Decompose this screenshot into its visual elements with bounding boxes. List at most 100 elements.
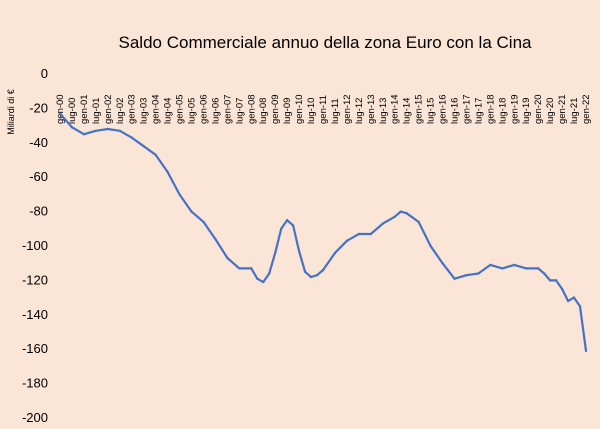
plot-area — [58, 112, 588, 353]
data-point — [465, 274, 468, 277]
y-tick-label: -40 — [29, 135, 48, 150]
data-point — [250, 267, 253, 270]
data-point — [441, 262, 444, 265]
x-tick-label: gen-03 — [127, 94, 138, 124]
data-point — [303, 270, 307, 273]
data-point — [405, 212, 408, 215]
x-tick-label: gen-06 — [198, 94, 209, 124]
data-point — [548, 279, 552, 282]
data-point — [369, 232, 372, 236]
data-point — [566, 299, 570, 303]
data-point — [256, 277, 259, 280]
x-tick-label: lug-03 — [139, 98, 150, 124]
data-point — [274, 251, 277, 255]
x-tick-label: gen-04 — [151, 94, 162, 124]
x-tick-label: lug-18 — [497, 98, 508, 124]
x-tick-label: lug-12 — [354, 98, 365, 124]
x-tick-label: lug-08 — [258, 98, 269, 124]
x-tick-label: lug-13 — [378, 98, 389, 124]
x-tick-label: gen-01 — [79, 94, 90, 124]
data-point — [70, 126, 74, 129]
x-tick-label: lug-15 — [426, 98, 437, 124]
x-tick-label: lug-20 — [545, 98, 556, 124]
data-point — [280, 227, 283, 230]
data-point — [106, 127, 110, 131]
x-tick-label: lug-07 — [234, 98, 245, 124]
data-point — [214, 237, 217, 241]
data-point — [285, 219, 289, 222]
data-point — [154, 153, 157, 156]
y-tick-label: -20 — [29, 100, 48, 115]
y-tick-label: -200 — [22, 410, 48, 425]
y-tick-label: 0 — [41, 66, 48, 81]
chart-title: Saldo Commerciale annuo della zona Euro … — [119, 33, 533, 52]
data-point — [118, 129, 122, 132]
data-point — [578, 305, 582, 308]
data-point — [572, 296, 576, 299]
x-tick-label: gen-09 — [270, 94, 281, 124]
data-point — [417, 220, 420, 224]
y-tick-label: -120 — [22, 272, 48, 287]
data-point — [489, 263, 492, 267]
data-point — [584, 349, 588, 353]
data-point — [333, 251, 337, 255]
data-point — [297, 250, 301, 253]
data-point — [453, 277, 456, 280]
x-tick-label: lug-19 — [521, 98, 532, 124]
y-tick-label: -160 — [22, 341, 48, 356]
x-tick-label: lug-06 — [210, 98, 221, 124]
data-point — [178, 193, 181, 196]
data-point — [345, 239, 349, 242]
x-tick-label: gen-02 — [103, 94, 114, 124]
data-point — [82, 133, 86, 136]
data-point — [554, 279, 558, 282]
data-point — [513, 263, 516, 267]
data-point — [309, 275, 313, 279]
data-point — [226, 256, 229, 260]
data-point — [238, 267, 241, 270]
x-tick-label: lug-00 — [67, 98, 78, 124]
data-point — [543, 272, 546, 275]
x-tick-label: gen-20 — [533, 94, 544, 124]
y-tick-label: -80 — [29, 204, 48, 219]
y-axis: 0 -20 -40 -60 -80 -100 -120 -140 -160 -180 -200 — [22, 66, 48, 425]
x-tick-label: gen-15 — [414, 94, 425, 124]
data-point — [429, 244, 432, 248]
x-tick-label: gen-00 — [55, 94, 66, 124]
data-point — [357, 232, 361, 236]
y-tick-label: -100 — [22, 238, 48, 253]
x-tick-label: gen-07 — [222, 94, 233, 124]
x-tick-label: lug-09 — [282, 98, 293, 124]
data-point — [399, 210, 402, 213]
data-point — [262, 280, 265, 284]
x-axis: gen-00 lug-00 gen-01 lug-01 gen-02 lug-02 gen-… — [55, 94, 592, 124]
x-tick-label: lug-21 — [569, 98, 580, 124]
x-tick-label: gen-18 — [485, 94, 496, 124]
data-point — [477, 272, 480, 275]
x-tick-label: lug-14 — [402, 98, 413, 124]
x-tick-label: lug-04 — [163, 98, 174, 124]
x-tick-label: gen-16 — [438, 94, 449, 124]
data-point — [393, 215, 396, 218]
x-tick-label: gen-22 — [581, 94, 592, 124]
data-point — [166, 170, 169, 174]
data-point — [94, 129, 98, 132]
x-tick-label: gen-11 — [318, 95, 329, 124]
x-tick-label: gen-08 — [246, 94, 257, 124]
y-tick-label: -140 — [22, 307, 48, 322]
data-point — [268, 272, 271, 275]
x-tick-label: gen-10 — [294, 94, 305, 124]
x-tick-label: gen-12 — [342, 94, 353, 124]
x-tick-label: lug-10 — [306, 98, 317, 124]
y-axis-label: Miliardi di € — [6, 89, 16, 135]
x-tick-label: gen-13 — [366, 94, 377, 124]
data-point — [501, 267, 504, 270]
y-tick-label: -60 — [29, 169, 48, 184]
x-tick-label: gen-21 — [557, 94, 568, 124]
data-point — [142, 145, 145, 148]
x-tick-label: gen-19 — [509, 94, 520, 124]
data-point — [202, 220, 205, 224]
y-tick-label: -180 — [22, 376, 48, 391]
data-point — [190, 210, 193, 213]
